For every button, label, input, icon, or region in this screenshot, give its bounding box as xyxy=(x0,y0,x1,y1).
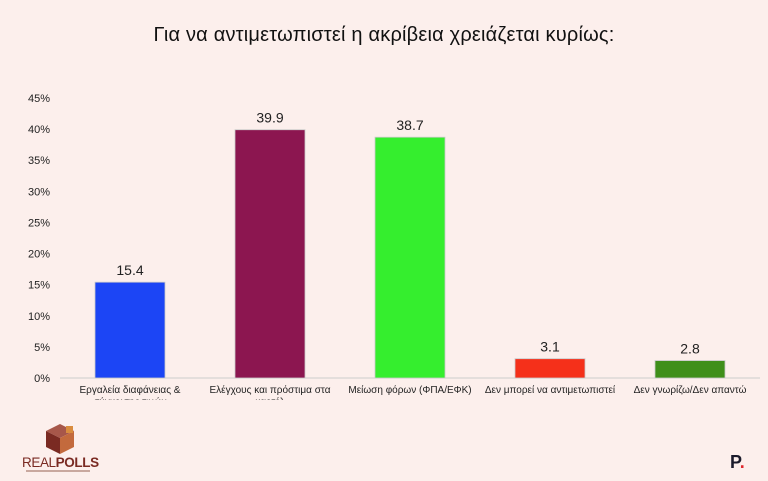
y-tick-label: 0% xyxy=(34,373,50,385)
y-tick-label: 35% xyxy=(28,155,50,167)
bar-chart: 0% 5% 10% 15% 20% 25% 30% 35% 40% 45% 15.4 Εργαλεία… xyxy=(28,93,760,400)
data-label: 15.4 xyxy=(116,262,143,278)
bar xyxy=(514,358,586,379)
realpolls-logo: REALPOLLS xyxy=(22,424,102,474)
y-tick-label: 15% xyxy=(28,280,50,292)
y-tick-label: 10% xyxy=(28,311,50,323)
p-logo: P. xyxy=(730,452,745,472)
y-tick-label: 45% xyxy=(28,93,50,105)
bar xyxy=(654,360,726,379)
bar xyxy=(234,129,306,379)
realpolls-wordmark: REALPOLLS xyxy=(22,455,99,470)
data-label: 3.1 xyxy=(540,339,560,355)
realpolls-tagline-line xyxy=(26,470,90,472)
data-label: 38.7 xyxy=(396,117,423,133)
realpolls-cube-icon xyxy=(46,424,74,454)
chart-title: Για να αντιμετωπιστεί η ακρίβεια χρειάζε… xyxy=(153,24,615,46)
y-tick-label: 30% xyxy=(28,186,50,198)
x-tick-label: σύγκρισης τιμών xyxy=(93,396,167,400)
x-tick-label: Δεν γνωρίζω/Δεν απαντώ xyxy=(634,384,747,396)
data-label: 39.9 xyxy=(256,110,283,126)
x-tick-label: Ελέγχους και πρόστιμα στα xyxy=(210,384,331,396)
x-tick-label: Μείωση φόρων (ΦΠΑ/ΕΦΚ) xyxy=(348,384,471,396)
x-tick-label: Εργαλεία διαφάνειας & xyxy=(80,384,181,396)
bar xyxy=(94,281,166,379)
data-label: 2.8 xyxy=(680,341,700,357)
x-tick-label: Δεν μπορεί να αντιμετωπιστεί xyxy=(485,384,616,396)
y-tick-label: 25% xyxy=(28,217,50,229)
y-tick-label: 5% xyxy=(34,342,50,354)
y-tick-label: 20% xyxy=(28,249,50,261)
y-tick-label: 40% xyxy=(28,124,50,136)
x-tick-label: καρτέλ xyxy=(255,396,285,400)
bar xyxy=(374,136,446,379)
